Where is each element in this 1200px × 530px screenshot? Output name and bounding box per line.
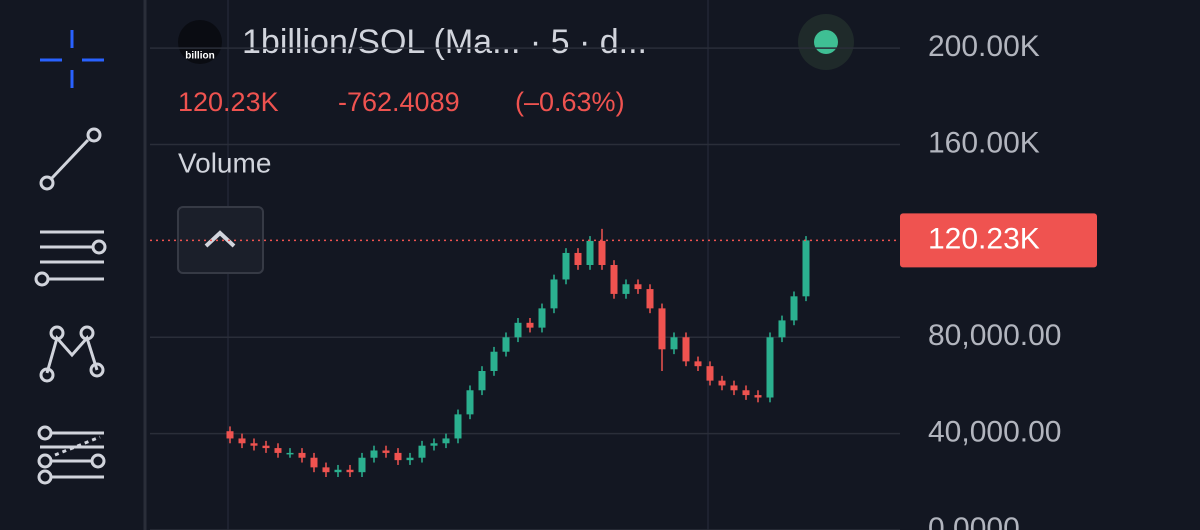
candle-body	[250, 443, 258, 446]
candle-body	[646, 289, 654, 309]
candle-body	[262, 445, 270, 449]
candle-body	[478, 371, 486, 391]
y-tick-label: 0.0000	[928, 512, 1020, 530]
candle-body	[382, 450, 390, 453]
logo-text: billion	[185, 51, 214, 62]
candle-body	[406, 457, 414, 461]
candle-body	[334, 469, 342, 473]
candle-body	[370, 450, 378, 458]
last-price-label: 120.23K	[928, 222, 1040, 255]
candle-body	[754, 395, 762, 398]
last-price: 120.23K	[178, 87, 279, 117]
candle-body	[514, 322, 522, 338]
y-tick-label: 40,000.00	[928, 416, 1061, 449]
candle-body	[718, 380, 726, 386]
candle-body	[610, 265, 618, 294]
candle-body	[682, 337, 690, 362]
candle-body	[274, 448, 282, 453]
candle-body	[442, 438, 450, 444]
trendline-tool[interactable]	[39, 127, 102, 191]
crosshair-tool[interactable]	[40, 30, 104, 88]
candle-body	[286, 452, 294, 455]
candle-body	[502, 337, 510, 352]
candle-body	[394, 452, 402, 461]
candle-body	[454, 414, 462, 439]
candle-body	[298, 452, 306, 458]
candle-body	[670, 337, 678, 350]
pattern-tool[interactable]	[39, 325, 105, 383]
logo	[178, 20, 222, 64]
candle-body	[706, 366, 714, 381]
fib-tool[interactable]	[34, 230, 107, 287]
candle-body	[622, 284, 630, 294]
status-dot	[814, 30, 838, 54]
candle-body	[790, 296, 798, 321]
indicator-label: Volume	[178, 147, 271, 178]
candle-body	[658, 308, 666, 350]
candle-body	[538, 308, 546, 328]
candle-body	[766, 337, 774, 398]
y-tick-label: 80,000.00	[928, 319, 1061, 352]
last-price-box	[900, 213, 1097, 268]
price-change: -762.4089	[338, 87, 460, 117]
candle-body	[598, 240, 606, 265]
y-tick-label: 160.00K	[928, 126, 1040, 159]
forecast-tool[interactable]	[37, 425, 106, 485]
candle-body	[226, 431, 234, 439]
candle-body	[490, 351, 498, 371]
collapse-button[interactable]	[177, 206, 264, 274]
candle-body	[694, 361, 702, 367]
candle-body	[550, 279, 558, 309]
y-tick-label: 200.00K	[928, 30, 1040, 63]
price-change-percent: (–0.63%)	[515, 87, 625, 117]
candle-body	[574, 252, 582, 265]
candle-body	[526, 322, 534, 328]
candle-body	[778, 320, 786, 338]
candle-body	[322, 467, 330, 473]
candle-body	[730, 385, 738, 391]
symbol-title[interactable]: 1billion/SOL (Ma... · 5 · d...	[242, 23, 647, 61]
collapse-icon	[204, 230, 236, 248]
candle-body	[586, 240, 594, 265]
candle-body	[310, 457, 318, 468]
candle-body	[742, 390, 750, 396]
candle-body	[802, 240, 810, 297]
candle-body	[358, 457, 366, 473]
candle-body	[562, 252, 570, 280]
candle-body	[634, 284, 642, 290]
candle-body	[418, 445, 426, 458]
candle-body	[430, 443, 438, 446]
candle-body	[346, 469, 354, 473]
candle-body	[238, 438, 246, 444]
candle-body	[466, 390, 474, 415]
